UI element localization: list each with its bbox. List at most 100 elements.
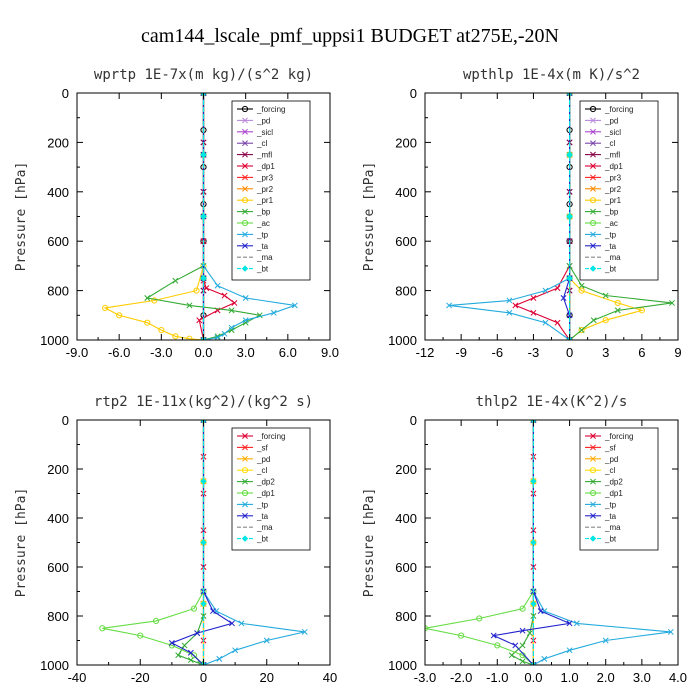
legend-marker	[241, 535, 249, 542]
series-point_bt	[200, 275, 207, 282]
y-tick-label: 400	[47, 185, 69, 200]
series-point_bp	[602, 292, 609, 299]
series-point_ta	[530, 662, 537, 665]
y-tick-label: 1000	[40, 333, 69, 348]
series-point_bp	[228, 307, 235, 314]
legend-marker	[590, 455, 596, 462]
series-point_bp	[172, 277, 179, 284]
y-axis-label: Pressure [hPa]	[14, 162, 29, 272]
series-point_dp1	[554, 319, 561, 326]
series-point_bt	[530, 478, 537, 485]
series-point_ta	[537, 608, 544, 615]
series-point_tp	[541, 655, 548, 662]
series-point_bt	[200, 478, 207, 485]
series-point_ta	[200, 420, 207, 423]
series-point_bt	[566, 275, 573, 282]
series-point_pr1	[638, 307, 645, 314]
legend-label: _pd	[256, 116, 270, 125]
series-point_dp1	[152, 617, 160, 625]
series-point_tp	[602, 637, 609, 644]
legend-marker	[242, 478, 248, 485]
y-tick-label: 800	[395, 609, 417, 624]
x-tick-label: -6.0	[108, 345, 130, 360]
legend-label: _cl	[604, 139, 615, 148]
legend-label: _tp	[256, 500, 269, 509]
series-point_ta	[194, 630, 201, 637]
x-tick-label: -3.0	[414, 670, 436, 685]
series-point_tp	[667, 628, 674, 635]
series-point_ta	[200, 337, 207, 340]
legend-marker	[589, 535, 597, 542]
legend-marker	[590, 185, 596, 192]
series-point_ta	[560, 295, 567, 301]
legend-label: _ac	[604, 219, 618, 228]
x-tick-label: -20	[131, 670, 150, 685]
legend-label: _mfl	[604, 151, 620, 160]
series-point_tp	[291, 302, 298, 309]
y-tick-label: 1000	[388, 333, 417, 348]
legend-marker	[242, 128, 248, 135]
legend-label: _tp	[256, 230, 269, 239]
x-tick-label: -9	[455, 345, 467, 360]
legend-label: _forcing	[256, 432, 285, 441]
series-point_bp	[590, 317, 597, 324]
x-tick-label: 6.0	[279, 345, 297, 360]
legend-marker	[241, 489, 249, 497]
panel-3: rtp2 1E-11x(kg^2)/(kg^2 s) Pressure [hPa]…	[14, 394, 337, 685]
panel-4: thlp2 1E-4x(K^2)/s Pressure [hPa] -3.0 -2.0…	[362, 394, 687, 685]
legend-label: _dp1	[256, 489, 275, 498]
x-tick-label: 2.0	[597, 670, 615, 685]
x-tick-label: -40	[68, 670, 87, 685]
legend-label: _bp	[256, 208, 271, 217]
series-point_bp	[614, 307, 621, 314]
legend-marker	[590, 433, 596, 439]
y-tick-label: 200	[47, 135, 69, 150]
series-point_bt	[200, 213, 207, 220]
series-point_dp1	[221, 292, 228, 299]
series-point_pr1	[193, 287, 200, 294]
x-tick-label: 6	[638, 345, 645, 360]
panel-title: wprtp 1E-7x(m kg)/(s^2 kg)	[94, 67, 313, 83]
legend-label: _dp2	[256, 478, 275, 487]
series-point_dp1	[519, 605, 526, 612]
y-tick-label: 400	[395, 185, 417, 200]
y-tick-label: 400	[47, 511, 69, 526]
series-point_ta	[229, 620, 235, 627]
x-tick-label: -9.0	[66, 345, 88, 360]
series-point_pr1	[614, 299, 621, 307]
series-point_pr1	[102, 304, 109, 311]
legend-marker	[242, 140, 248, 147]
series-line_tp	[449, 93, 571, 340]
series-point_ta	[200, 662, 207, 665]
series-point_pr1	[158, 327, 165, 334]
legend-label: _ta	[604, 242, 617, 251]
legend-box	[579, 100, 659, 281]
series-point_tp	[301, 628, 308, 635]
legend-marker	[590, 501, 596, 508]
panel-2: wpthlp 1E-4x(m K)/s^2 Pressure [hPa] -12 -9…	[362, 67, 682, 360]
series-point_tp	[506, 297, 513, 304]
series-point_ta	[490, 632, 497, 639]
y-tick-label: 600	[47, 560, 69, 575]
series-point_dp1	[512, 302, 519, 309]
legend-label: _bp	[604, 208, 619, 217]
series-point_tp	[242, 295, 249, 301]
legend-label: _pr1	[256, 196, 274, 205]
legend-label: _forcing	[256, 105, 285, 114]
legend-marker	[589, 489, 597, 497]
legend-marker	[241, 197, 249, 204]
series-point_bp	[578, 282, 585, 289]
y-tick-label: 200	[395, 135, 417, 150]
series-point_ta	[530, 420, 537, 423]
series-point_ta	[566, 93, 573, 96]
legend: _forcing _pd _sicl _cl _mfl _dp1 _pr3 _pr2 _pr1 _…	[579, 100, 659, 281]
series-point_tp	[263, 637, 270, 644]
x-tick-label: 0	[566, 345, 573, 360]
series-group	[425, 420, 674, 665]
series-line_pr1	[103, 93, 205, 340]
series-point_ta	[187, 649, 194, 656]
series-point_bt	[566, 213, 573, 220]
series-point_tp	[506, 309, 513, 316]
y-tick-label: 200	[47, 462, 69, 477]
legend-marker	[242, 174, 248, 181]
